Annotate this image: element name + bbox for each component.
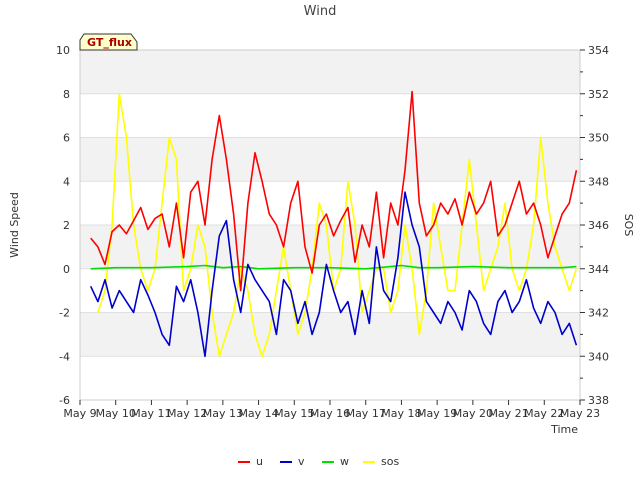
x-tick-label: May 10 xyxy=(96,407,136,420)
x-tick-label: May 16 xyxy=(310,407,350,420)
y-tick-label: 4 xyxy=(63,175,70,188)
legend-label-v: v xyxy=(298,455,305,468)
x-tick-label: May 18 xyxy=(381,407,421,420)
gt-flux-badge: GT_flux xyxy=(79,33,138,51)
y2-tick-label: 342 xyxy=(588,307,609,320)
x-tick-label: May 23 xyxy=(560,407,600,420)
x-tick-label: May 15 xyxy=(274,407,314,420)
badge-label: GT_flux xyxy=(87,36,132,49)
x-tick-label: May 13 xyxy=(203,407,243,420)
legend-label-w: w xyxy=(340,455,349,468)
x-axis-title: Time xyxy=(550,423,578,436)
y-tick-label: -2 xyxy=(59,307,70,320)
x-tick-label: May 14 xyxy=(238,407,278,420)
y2-tick-label: 340 xyxy=(588,350,609,363)
x-tick-label: May 11 xyxy=(131,407,171,420)
plot-band xyxy=(80,356,580,400)
x-tick-label: May 20 xyxy=(453,407,493,420)
x-tick-label: May 17 xyxy=(346,407,386,420)
left-axis: -6 -4 -2 0 2 4 6 8 10 xyxy=(56,44,70,407)
chart-title: Wind xyxy=(304,4,337,19)
plot-band xyxy=(80,93,580,138)
y2-tick-label: 348 xyxy=(588,175,609,188)
y2-tick-label: 354 xyxy=(588,44,609,57)
y-axis-title: Wind Speed xyxy=(8,192,21,258)
x-tick-label: May 21 xyxy=(488,407,528,420)
y-tick-label: -6 xyxy=(59,394,70,407)
series-u-line xyxy=(90,90,578,292)
series-v-line xyxy=(89,191,578,358)
y-tick-label: 0 xyxy=(63,263,70,276)
x-tick-label: May 22 xyxy=(524,407,564,420)
right-axis: 338 340 342 344 346 348 350 352 354 xyxy=(580,44,609,407)
y-tick-label: 10 xyxy=(56,44,70,57)
legend-label-sos: sos xyxy=(381,455,399,468)
y-tick-label: 6 xyxy=(63,132,70,145)
y-tick-label: -4 xyxy=(59,350,70,363)
y2-tick-label: 344 xyxy=(588,263,609,276)
series-w-line xyxy=(90,264,577,270)
y2-tick-label: 346 xyxy=(588,219,609,232)
y2-axis-title: SOS xyxy=(622,214,635,237)
plot-band xyxy=(80,50,580,94)
x-tick-label: May 19 xyxy=(417,407,457,420)
legend-label-u: u xyxy=(256,455,263,468)
series-layer xyxy=(89,90,578,358)
x-tick-label: May 12 xyxy=(167,407,207,420)
plot-band xyxy=(80,312,580,357)
y-tick-label: 2 xyxy=(63,219,70,232)
plot-band xyxy=(80,137,580,182)
legend: u v w sos xyxy=(238,455,399,468)
y-tick-label: 8 xyxy=(63,88,70,101)
y2-tick-label: 338 xyxy=(588,394,609,407)
x-tick-label: May 9 xyxy=(63,407,96,420)
badge-shape xyxy=(79,33,138,51)
y2-tick-label: 350 xyxy=(588,132,609,145)
y2-tick-label: 352 xyxy=(588,88,609,101)
series-sos-line xyxy=(97,93,578,358)
